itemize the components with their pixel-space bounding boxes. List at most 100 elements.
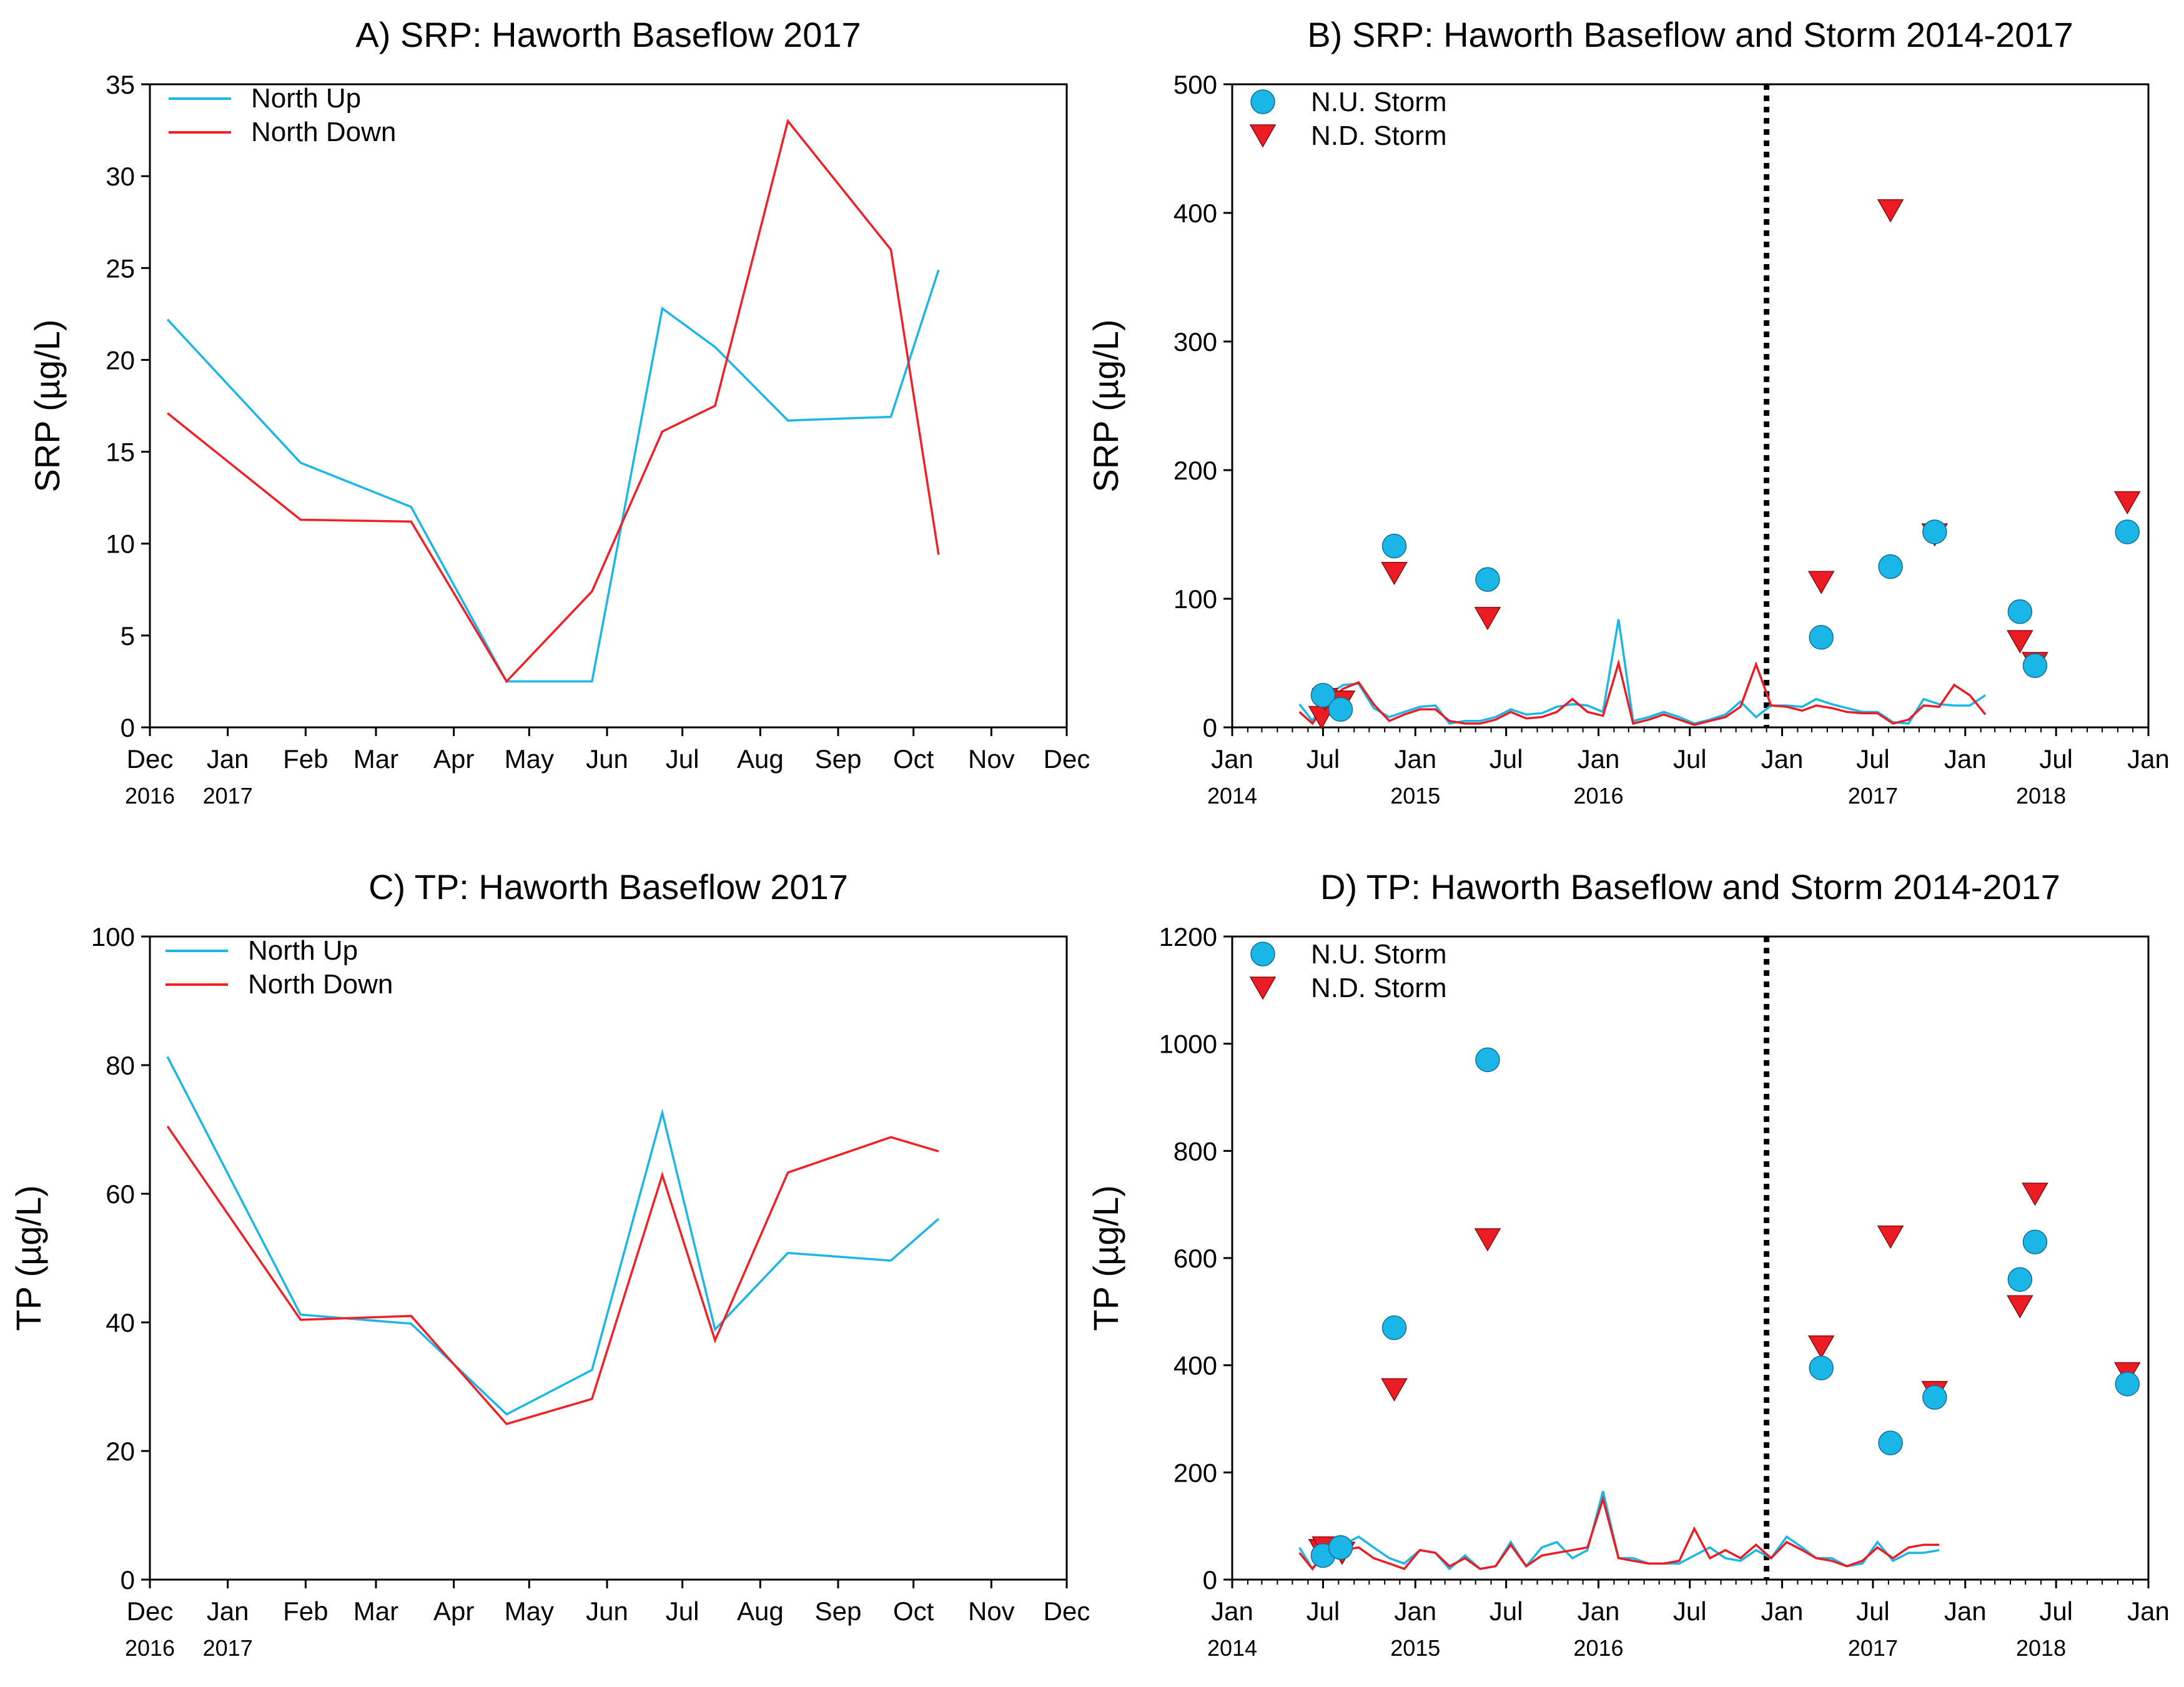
panel-c-series-line-north-up — [166, 1056, 940, 1416]
panel-b-nu-storm-point — [1809, 625, 1834, 650]
panel-b-xtick-label: Jan — [2127, 744, 2170, 774]
panel-d-nd-storm-point — [1381, 1378, 1408, 1402]
panel-b-xtick-label: Jan — [1944, 744, 1987, 774]
panel-c-ytick-label: 20 — [106, 1437, 135, 1466]
panel-d-xtick-label: Jan — [1761, 1596, 1804, 1626]
panel-c-xtick-label: Jan — [207, 1596, 249, 1626]
panel-a-xtick-label: Oct — [893, 744, 934, 774]
panel-a-year-label: 2016 — [125, 783, 175, 809]
panel-d-legend-n-u-storm-label: N.U. Storm — [1311, 939, 1447, 970]
panel-b-ytick-label: 500 — [1174, 70, 1217, 99]
panel-d-nu-storm-point — [1381, 1315, 1407, 1340]
panel-a-xtick-label: Jul — [666, 744, 699, 774]
panel-b-ytick-label: 400 — [1174, 199, 1217, 228]
panel-c-xtick-label: Jul — [666, 1596, 699, 1626]
panel-a-ytick-label: 20 — [106, 345, 135, 375]
panel-c-xtick-label: Aug — [737, 1596, 784, 1626]
panel-a-ytick-label: 25 — [106, 253, 135, 283]
panel-a-ylabel: SRP (µg/L) — [27, 319, 67, 492]
panel-d-nu-storm-point — [1809, 1355, 1834, 1380]
panel-b-legend-n-u-storm-label: N.U. Storm — [1311, 87, 1447, 117]
panel-b-year-label: 2018 — [2016, 783, 2066, 809]
panel-c-ytick-label: 0 — [121, 1565, 135, 1595]
panel-d-title: D) TP: Haworth Baseflow and Storm 2014-2… — [1320, 867, 2060, 907]
panel-d-series-line-baseflow — [1298, 1495, 1939, 1571]
panel-d-nd-storm-point — [2007, 1295, 2033, 1319]
panel-c-ytick-label: 100 — [91, 922, 135, 952]
panel-b-year-label: 2016 — [1573, 783, 1623, 809]
panel-d-nd-storm-point — [1474, 1228, 1501, 1252]
panel-b-title: B) SRP: Haworth Baseflow and Storm 2014-… — [1307, 15, 2073, 54]
panel-c-ytick-label: 60 — [106, 1179, 135, 1209]
panel-b-nu-storm-point — [1310, 682, 1336, 708]
panel-c: C) TP: Haworth Baseflow 2017 TP (µg/L) 0 20… — [9, 867, 1090, 1661]
panel-a-xtick-label: Jan — [207, 744, 249, 774]
panel-d-ytick-label: 600 — [1174, 1244, 1217, 1273]
panel-d-nu-storm-point — [1878, 1430, 1903, 1455]
panel-b-year-label: 2015 — [1390, 783, 1440, 809]
panel-d-nd-storm-point — [1807, 1335, 1835, 1359]
panel-c-year-label: 2016 — [125, 1635, 175, 1661]
panel-d-xtick-label: Jan — [2127, 1596, 2170, 1626]
panel-d-xtick-label: Jul — [2039, 1596, 2073, 1626]
panel-d-xtick-label: Jul — [1490, 1596, 1523, 1626]
panel-d-nu-storm-point — [2115, 1371, 2140, 1397]
panel-c-xtick-label: Feb — [283, 1596, 328, 1626]
panel-b-nu-storm-point — [2007, 599, 2033, 624]
panel-d-xtick-label: Jan — [1944, 1596, 1987, 1626]
panel-d-year-label: 2018 — [2016, 1635, 2066, 1661]
panel-d-xtick-label: Jul — [1856, 1596, 1890, 1626]
panel-a-ytick-label: 5 — [121, 621, 135, 651]
panel-b-nu-storm-point — [1381, 533, 1407, 559]
panel-d-year-label: 2014 — [1207, 1635, 1257, 1661]
panel-b-xtick-label: Jul — [1673, 744, 1707, 774]
panel-c-title: C) TP: Haworth Baseflow 2017 — [368, 867, 848, 907]
panel-d-ytick-label: 200 — [1174, 1458, 1217, 1487]
panel-b-year-label: 2017 — [1848, 783, 1898, 809]
panel-b-ylabel: SRP (µg/L) — [1086, 319, 1125, 492]
panel-d-ytick-label: 0 — [1203, 1565, 1217, 1595]
panel-c-xtick-label: May — [505, 1596, 554, 1626]
panel-d-year-label: 2016 — [1573, 1635, 1623, 1661]
panel-d-nu-storm-point — [2007, 1267, 2033, 1292]
panel-c-ylabel: TP (µg/L) — [9, 1185, 48, 1331]
panel-c-xtick-label: Dec — [127, 1596, 174, 1626]
panel-b-ytick-label: 100 — [1174, 584, 1217, 614]
panel-a-xtick-label: Feb — [283, 744, 328, 774]
panel-a-series-line-north-down — [167, 119, 940, 684]
panel-a-ytick-label: 10 — [106, 529, 135, 559]
panel-b-ytick-label: 300 — [1174, 327, 1217, 357]
panel-a-legend-north-down-label: North Down — [251, 117, 396, 147]
panel-d-year-label: 2017 — [1848, 1635, 1898, 1661]
panel-d-ylabel: TP (µg/L) — [1086, 1185, 1125, 1331]
panel-a-xtick-label: Apr — [433, 744, 474, 774]
panel-b-xtick-label: Jul — [1307, 744, 1340, 774]
panel-d: D) TP: Haworth Baseflow and Storm 2014-2… — [1086, 867, 2170, 1661]
panel-b-nu-storm-point — [1475, 567, 1500, 592]
panel-b-nd-storm-point — [1474, 607, 1501, 631]
panel-b-series-line-baseflow — [1298, 659, 1987, 726]
panel-b-xtick-label: Jan — [1211, 744, 1253, 774]
panel-d-nu-storm-point — [2022, 1229, 2048, 1254]
panel-b-xtick-label: Jan — [1578, 744, 1620, 774]
panel-c-xtick-label: Mar — [353, 1596, 398, 1626]
panel-b-legend-n-u-storm-swatch — [1250, 89, 1275, 114]
panel-a-ytick-label: 15 — [106, 438, 135, 467]
panel-b-xtick-label: Jan — [1761, 744, 1804, 774]
panel-d-legend-n-d-storm-swatch — [1249, 976, 1277, 1000]
panel-d-plot-frame — [1231, 935, 2150, 1581]
panel-b-nd-storm-point — [1381, 562, 1408, 586]
panel-b-year-label: 2014 — [1207, 783, 1257, 809]
panel-b-xtick-label: Jul — [1856, 744, 1890, 774]
panel-c-plot-frame — [149, 935, 1068, 1581]
panel-b-nu-storm-point — [1922, 519, 1947, 544]
panel-c-xtick-label: Dec — [1044, 1596, 1090, 1626]
panel-d-nu-storm-point — [1328, 1535, 1353, 1560]
panel-a-xtick-label: Mar — [353, 744, 398, 774]
panel-a-xtick-label: May — [505, 744, 554, 774]
panel-b-nu-storm-point — [1328, 697, 1353, 722]
panel-d-ytick-label: 400 — [1174, 1351, 1217, 1380]
panel-d-nu-storm-point — [1475, 1047, 1500, 1073]
panel-d-nd-storm-point — [1877, 1225, 1904, 1249]
panel-d-xtick-label: Jan — [1578, 1596, 1620, 1626]
